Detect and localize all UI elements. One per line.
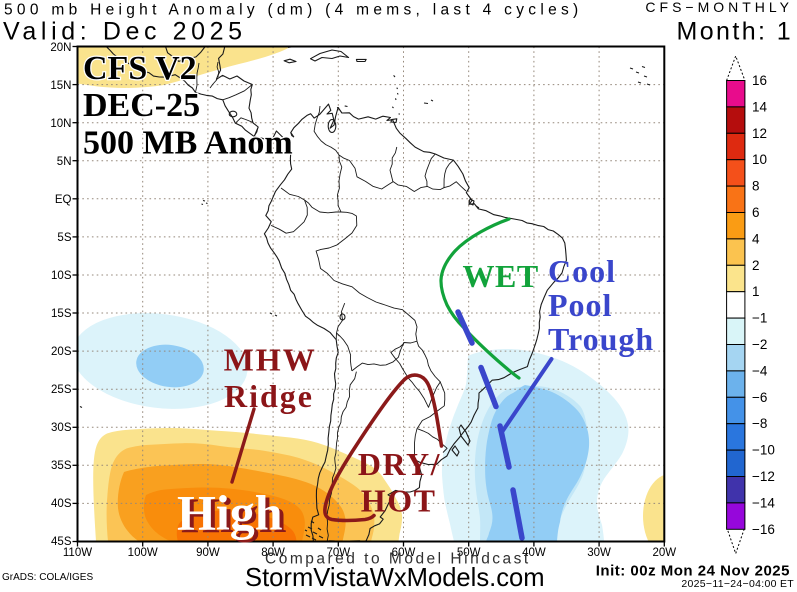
svg-text:25S: 25S (51, 384, 72, 396)
svg-text:−4: −4 (752, 363, 768, 378)
svg-text:1: 1 (752, 284, 760, 299)
svg-text:8: 8 (752, 179, 760, 194)
svg-text:30W: 30W (587, 547, 611, 559)
svg-text:EQ: EQ (55, 194, 72, 206)
svg-text:High: High (177, 485, 283, 541)
svg-text:StormVistaWxModels.com: StormVistaWxModels.com (245, 564, 545, 592)
svg-text:15S: 15S (51, 308, 72, 320)
svg-text:40W: 40W (522, 547, 546, 559)
svg-text:−12: −12 (752, 469, 775, 484)
svg-text:−2: −2 (752, 337, 767, 352)
svg-text:6: 6 (752, 205, 760, 220)
svg-text:110W: 110W (63, 547, 92, 559)
svg-text:High: High (181, 487, 287, 543)
svg-text:CFS V2: CFS V2 (83, 50, 197, 87)
svg-text:16: 16 (752, 73, 767, 88)
svg-text:Month: 1: Month: 1 (677, 18, 793, 46)
svg-text:14: 14 (752, 99, 768, 114)
svg-text:−6: −6 (752, 390, 767, 405)
svg-text:−1: −1 (752, 311, 767, 326)
svg-text:10N: 10N (50, 118, 71, 130)
svg-text:Pool: Pool (548, 287, 612, 323)
svg-text:15N: 15N (50, 80, 71, 92)
svg-text:GrADS: COLA/IGES: GrADS: COLA/IGES (2, 572, 93, 583)
svg-text:500 mb Height Anomaly (dm) (4: 500 mb Height Anomaly (dm) (4 mems, last… (4, 2, 583, 19)
svg-text:60W: 60W (392, 547, 416, 559)
svg-text:DRY/: DRY/ (358, 446, 441, 482)
svg-text:Ridge: Ridge (224, 378, 314, 414)
svg-text:CFS−MONTHLY: CFS−MONTHLY (645, 0, 793, 15)
svg-text:70W: 70W (326, 547, 350, 559)
svg-text:20N: 20N (50, 42, 71, 54)
svg-text:45S: 45S (51, 536, 72, 548)
svg-text:−14: −14 (752, 495, 775, 510)
svg-text:DEC-25: DEC-25 (83, 87, 200, 124)
svg-text:12: 12 (752, 126, 767, 141)
svg-text:WET: WET (463, 258, 539, 294)
svg-text:10S: 10S (51, 270, 72, 282)
svg-text:HOT: HOT (361, 483, 437, 519)
svg-text:2: 2 (752, 258, 760, 273)
svg-text:Init: 00z Mon 24 Nov 2025: Init: 00z Mon 24 Nov 2025 (596, 563, 790, 580)
svg-text:20W: 20W (652, 547, 676, 559)
svg-text:50W: 50W (457, 547, 481, 559)
svg-text:20S: 20S (51, 346, 72, 358)
svg-text:Valid: Dec 2025: Valid: Dec 2025 (3, 18, 247, 46)
svg-text:35S: 35S (51, 460, 72, 472)
svg-text:5S: 5S (57, 232, 71, 244)
svg-text:80W: 80W (261, 547, 285, 559)
svg-text:−16: −16 (752, 522, 775, 537)
svg-text:40S: 40S (51, 498, 72, 510)
svg-text:10: 10 (752, 152, 767, 167)
svg-text:2025−11−24−04:00 ET: 2025−11−24−04:00 ET (681, 578, 794, 590)
svg-text:500 MB Anom: 500 MB Anom (83, 125, 293, 162)
svg-text:4: 4 (752, 231, 760, 246)
svg-text:100W: 100W (128, 547, 158, 559)
svg-text:MHW: MHW (224, 342, 317, 378)
svg-text:Trough: Trough (548, 321, 654, 357)
svg-text:Cool: Cool (548, 253, 616, 289)
svg-text:−8: −8 (752, 416, 767, 431)
svg-text:5N: 5N (57, 156, 72, 168)
svg-text:Compared to Model Hindcast: Compared to Model Hindcast (265, 551, 531, 568)
svg-text:−10: −10 (752, 443, 775, 458)
svg-text:30S: 30S (51, 422, 72, 434)
svg-text:90W: 90W (196, 547, 220, 559)
